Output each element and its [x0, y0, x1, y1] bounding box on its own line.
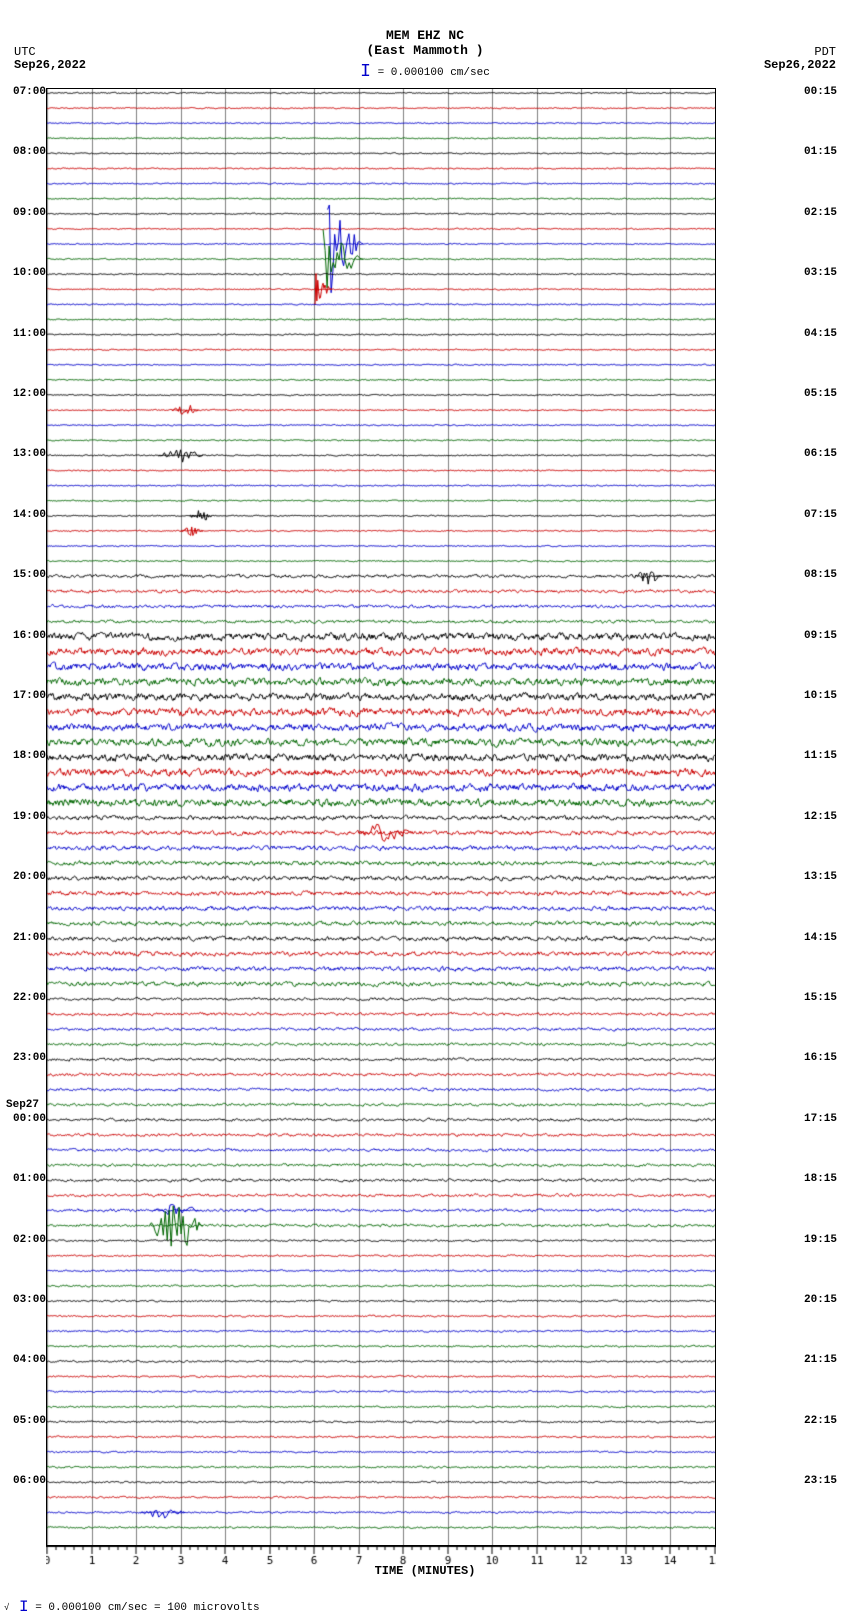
pdt-time-label: 22:15	[804, 1415, 837, 1427]
utc-time-label: 11:00	[13, 328, 46, 340]
utc-time-label: 19:00	[13, 811, 46, 823]
utc-time-label: 14:00	[13, 509, 46, 521]
pdt-time-label: 02:15	[804, 207, 837, 219]
tz-left-label: UTC	[14, 45, 36, 59]
pdt-time-label: 08:15	[804, 569, 837, 581]
pdt-time-label: 17:15	[804, 1113, 837, 1125]
utc-time-label: 13:00	[13, 448, 46, 460]
footer-text: = 0.000100 cm/sec = 100 microvolts	[29, 1602, 260, 1614]
utc-time-label: 22:00	[13, 992, 46, 1004]
pdt-hour-labels: 00:15 01:15 02:15 03:15 04:15 05:15 06:15 07:15…	[804, 88, 844, 1546]
utc-time-label: 18:00	[13, 750, 46, 762]
station-name: (East Mammoth )	[0, 43, 850, 58]
pdt-time-label: 00:15	[804, 86, 837, 98]
utc-time-label: 04:00	[13, 1354, 46, 1366]
pdt-time-label: 13:15	[804, 871, 837, 883]
pdt-time-label: 18:15	[804, 1173, 837, 1185]
pdt-time-label: 11:15	[804, 750, 837, 762]
utc-time-label: 08:00	[13, 146, 46, 158]
utc-time-label: 06:00	[13, 1475, 46, 1487]
pdt-time-label: 21:15	[804, 1354, 837, 1366]
date-left-label: Sep26,2022	[14, 58, 86, 72]
utc-time-label: 21:00	[13, 932, 46, 944]
pdt-time-label: 09:15	[804, 630, 837, 642]
utc-time-label: 23:00	[13, 1052, 46, 1064]
pdt-time-label: 23:15	[804, 1475, 837, 1487]
utc-time-label: 16:00	[13, 630, 46, 642]
scale-bar-icon: I	[360, 62, 371, 82]
pdt-time-label: 01:15	[804, 146, 837, 158]
pdt-time-label: 06:15	[804, 448, 837, 460]
utc-time-label: 10:00	[13, 267, 46, 279]
midnight-date-label: Sep27	[6, 1099, 39, 1111]
utc-time-label: 01:00	[13, 1173, 46, 1185]
utc-hour-labels: 07:00 08:00 09:00 10:00 11:00 12:00 13:00 14:00…	[6, 88, 46, 1546]
utc-time-label: 15:00	[13, 569, 46, 581]
utc-time-label: 05:00	[13, 1415, 46, 1427]
pdt-time-label: 14:15	[804, 932, 837, 944]
seismogram-container: MEM EHZ NC (East Mammoth ) I = 0.000100 …	[0, 0, 850, 1613]
pdt-time-label: 12:15	[804, 811, 837, 823]
x-axis-title: TIME (MINUTES)	[0, 1564, 850, 1578]
utc-time-label: 20:00	[13, 871, 46, 883]
pdt-time-label: 19:15	[804, 1234, 837, 1246]
scale-note: I = 0.000100 cm/sec	[0, 62, 850, 82]
footer-scale: √ I = 0.000100 cm/sec = 100 microvolts	[4, 1598, 260, 1616]
utc-time-label: 03:00	[13, 1294, 46, 1306]
pdt-time-label: 07:15	[804, 509, 837, 521]
utc-time-label: 00:00	[13, 1113, 46, 1125]
pdt-time-label: 04:15	[804, 328, 837, 340]
seismogram-canvas	[47, 89, 715, 1545]
seismogram-plot	[46, 88, 716, 1546]
date-right-label: Sep26,2022	[764, 58, 836, 72]
utc-time-label: 12:00	[13, 388, 46, 400]
pdt-time-label: 03:15	[804, 267, 837, 279]
pdt-time-label: 16:15	[804, 1052, 837, 1064]
utc-time-label: 17:00	[13, 690, 46, 702]
pdt-time-label: 20:15	[804, 1294, 837, 1306]
utc-time-label: 09:00	[13, 207, 46, 219]
utc-time-label: 07:00	[13, 86, 46, 98]
footer-bar-icon: I	[9, 1598, 28, 1616]
pdt-time-label: 15:15	[804, 992, 837, 1004]
pdt-time-label: 10:15	[804, 690, 837, 702]
station-code: MEM EHZ NC	[0, 0, 850, 43]
utc-time-label: 02:00	[13, 1234, 46, 1246]
scale-value: = 0.000100 cm/sec	[371, 67, 490, 79]
pdt-time-label: 05:15	[804, 388, 837, 400]
tz-right-label: PDT	[814, 45, 836, 59]
